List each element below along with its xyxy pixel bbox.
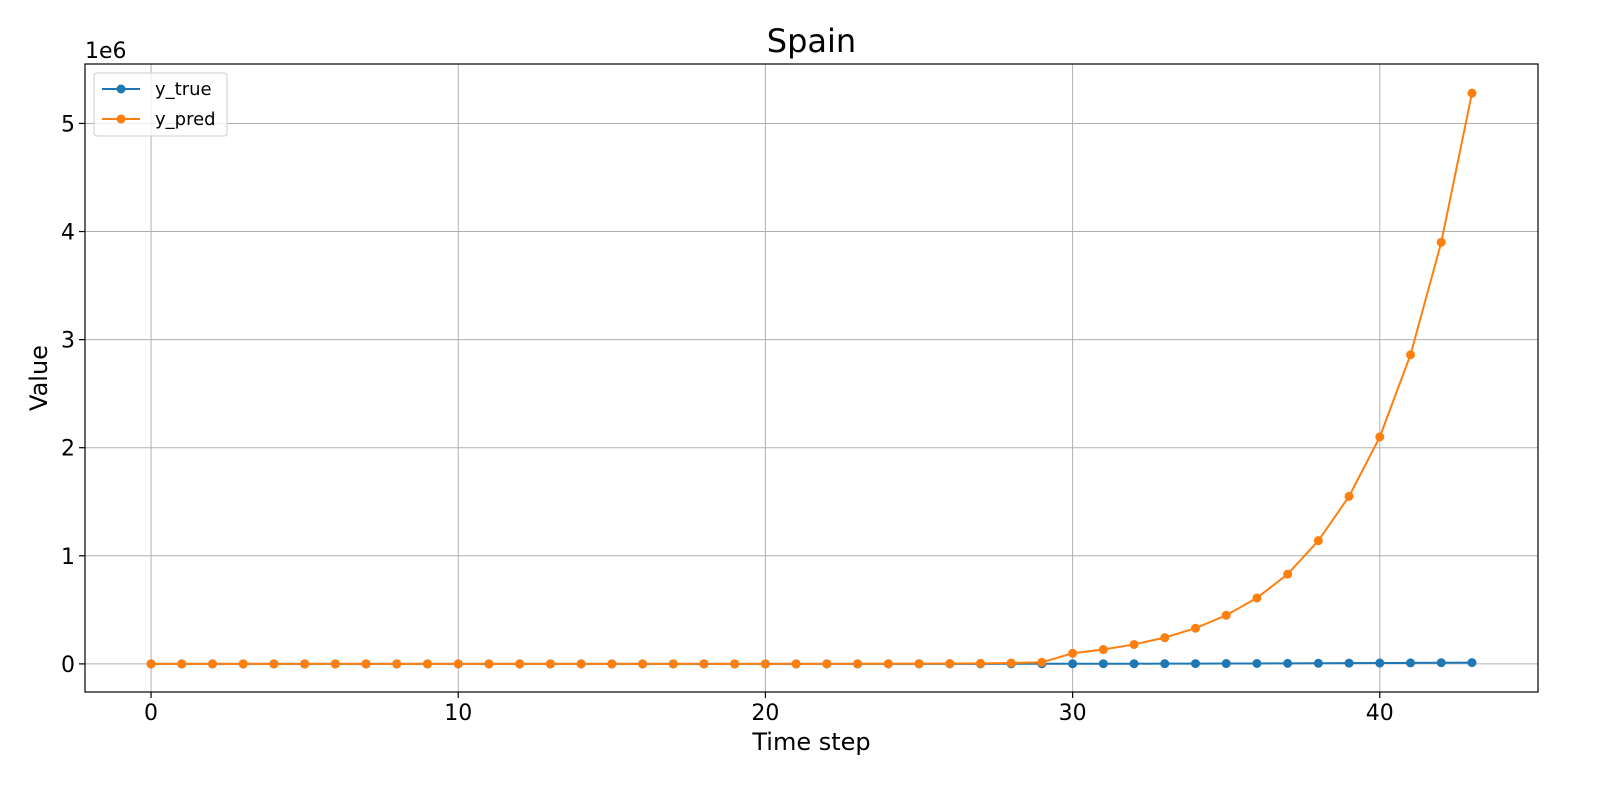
point-y-pred (207, 659, 217, 669)
x-tick-label: 10 (444, 701, 472, 726)
point-y-pred (975, 658, 985, 668)
point-y-true (1190, 659, 1200, 669)
point-y-pred (1098, 645, 1108, 655)
point-y-pred (1160, 633, 1170, 643)
point-y-pred (607, 659, 617, 669)
point-y-pred (853, 659, 863, 669)
point-y-true (1160, 659, 1170, 669)
point-y-pred (1129, 639, 1139, 649)
point-y-pred (1006, 658, 1016, 668)
grid (85, 64, 1538, 692)
point-y-pred (330, 659, 340, 669)
legend-label-y-true: y_true (155, 79, 212, 100)
x-tick-label: 30 (1059, 701, 1087, 726)
x-axis-label: Time step (751, 728, 870, 756)
point-y-pred (423, 659, 433, 669)
point-y-pred (1313, 536, 1323, 546)
point-y-pred (914, 659, 924, 669)
point-y-pred (1375, 432, 1385, 442)
y-tick-label: 3 (61, 329, 75, 354)
point-y-pred (638, 659, 648, 669)
point-y-pred (177, 659, 187, 669)
point-y-pred (730, 659, 740, 669)
point-y-pred (361, 659, 371, 669)
point-y-pred (1252, 593, 1262, 603)
point-y-pred (515, 659, 525, 669)
point-y-true (1313, 658, 1323, 668)
point-y-true (1467, 658, 1477, 668)
x-tick-label: 20 (751, 701, 779, 726)
legend-label-y-pred: y_pred (155, 109, 216, 130)
point-y-pred (238, 659, 248, 669)
point-y-true (1068, 659, 1078, 669)
point-y-true (1283, 658, 1293, 668)
point-y-true (1406, 658, 1416, 668)
point-y-pred (269, 659, 279, 669)
series-layer (146, 88, 1477, 669)
point-y-pred (822, 659, 832, 669)
point-y-pred (1283, 569, 1293, 579)
ticks: 0 10 20 30 40 0 1 2 3 4 5 (61, 112, 1394, 726)
point-y-pred (1406, 350, 1416, 360)
point-y-pred (576, 659, 586, 669)
point-y-true (1252, 658, 1262, 668)
y-axis-label: Value (25, 345, 53, 411)
point-y-true (1221, 659, 1231, 669)
point-y-pred (1467, 88, 1477, 98)
y-tick-label: 1 (61, 545, 75, 570)
point-y-pred (392, 659, 402, 669)
point-y-pred (1068, 648, 1078, 658)
point-y-pred (146, 659, 156, 669)
point-y-pred (1436, 237, 1446, 247)
chart-title: Spain (767, 22, 856, 60)
point-y-pred (484, 659, 494, 669)
y-tick-label: 5 (61, 112, 75, 137)
legend-marker-y-true (116, 84, 126, 94)
point-y-pred (668, 659, 678, 669)
x-tick-label: 0 (144, 701, 158, 726)
point-y-pred (453, 659, 463, 669)
legend-entry-y-pred: y_pred (102, 109, 216, 130)
y-tick-label: 2 (61, 437, 75, 462)
point-y-pred (883, 659, 893, 669)
point-y-true (1098, 659, 1108, 669)
point-y-true (1375, 658, 1385, 668)
point-y-true (1129, 659, 1139, 669)
point-y-pred (1190, 623, 1200, 633)
point-y-pred (545, 659, 555, 669)
legend-marker-y-pred (116, 114, 126, 124)
point-y-true (1344, 658, 1354, 668)
point-y-true (1436, 658, 1446, 668)
series-line-y-pred (151, 92, 1473, 665)
point-y-pred (791, 659, 801, 669)
point-y-pred (300, 659, 310, 669)
y-offset-label: 1e6 (85, 39, 127, 64)
point-y-pred (699, 659, 709, 669)
legend-entry-y-true: y_true (102, 79, 212, 100)
point-y-pred (1221, 610, 1231, 620)
y-tick-label: 0 (61, 653, 75, 678)
point-y-pred (945, 659, 955, 669)
y-tick-label: 4 (61, 221, 75, 246)
point-y-pred (760, 659, 770, 669)
legend: y_true y_pred (93, 72, 228, 137)
point-y-pred (1037, 657, 1047, 667)
point-y-pred (1344, 491, 1354, 501)
plot-frame (84, 63, 1539, 693)
x-tick-label: 40 (1366, 701, 1394, 726)
